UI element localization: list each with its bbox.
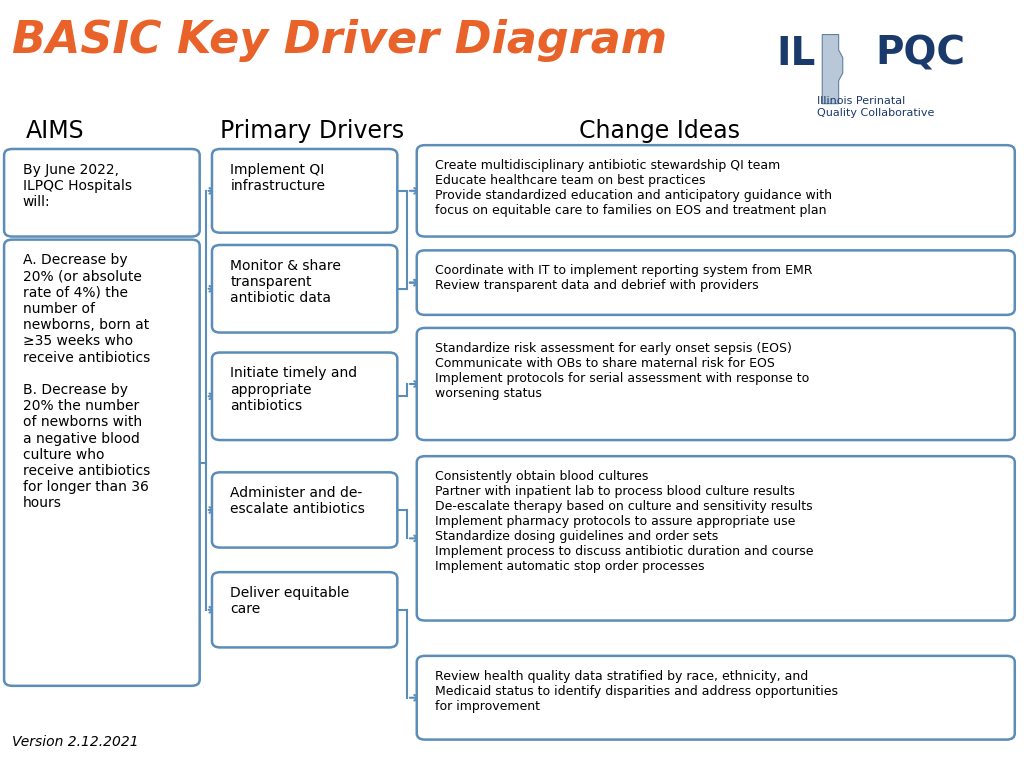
FancyBboxPatch shape (4, 149, 200, 237)
Text: Create multidisciplinary antibiotic stewardship QI team
Educate healthcare team : Create multidisciplinary antibiotic stew… (435, 159, 833, 217)
Text: By June 2022,
ILPQC Hospitals
will:: By June 2022, ILPQC Hospitals will: (23, 163, 131, 209)
Text: A. Decrease by
20% (or absolute
rate of 4%) the
number of
newborns, born at
≥35 : A. Decrease by 20% (or absolute rate of … (23, 253, 150, 511)
Text: Change Ideas: Change Ideas (579, 119, 739, 143)
Text: Illinois Perinatal
Quality Collaborative: Illinois Perinatal Quality Collaborative (817, 96, 935, 118)
Text: AIMS: AIMS (26, 119, 84, 143)
Text: BASIC Key Driver Diagram: BASIC Key Driver Diagram (12, 19, 668, 62)
Text: Deliver equitable
care: Deliver equitable care (230, 586, 349, 616)
Text: Coordinate with IT to implement reporting system from EMR
Review transparent dat: Coordinate with IT to implement reportin… (435, 264, 813, 292)
Text: Initiate timely and
appropriate
antibiotics: Initiate timely and appropriate antibiot… (230, 366, 357, 412)
Text: Consistently obtain blood cultures
Partner with inpatient lab to process blood c: Consistently obtain blood cultures Partn… (435, 470, 814, 573)
FancyBboxPatch shape (417, 145, 1015, 237)
Text: Monitor & share
transparent
antibiotic data: Monitor & share transparent antibiotic d… (230, 259, 341, 305)
FancyBboxPatch shape (212, 149, 397, 233)
Text: IL: IL (776, 35, 815, 72)
FancyBboxPatch shape (4, 240, 200, 686)
Text: Review health quality data stratified by race, ethnicity, and
Medicaid status to: Review health quality data stratified by… (435, 670, 839, 713)
Polygon shape (822, 35, 843, 104)
Text: Administer and de-
escalate antibiotics: Administer and de- escalate antibiotics (230, 486, 366, 516)
FancyBboxPatch shape (212, 353, 397, 440)
FancyBboxPatch shape (212, 572, 397, 647)
FancyBboxPatch shape (417, 656, 1015, 740)
FancyBboxPatch shape (417, 328, 1015, 440)
Text: PQC: PQC (876, 35, 966, 72)
Text: Version 2.12.2021: Version 2.12.2021 (12, 735, 139, 749)
FancyBboxPatch shape (212, 245, 397, 333)
FancyBboxPatch shape (212, 472, 397, 548)
FancyBboxPatch shape (417, 456, 1015, 621)
Text: Implement QI
infrastructure: Implement QI infrastructure (230, 163, 326, 193)
Text: Primary Drivers: Primary Drivers (220, 119, 404, 143)
FancyBboxPatch shape (417, 250, 1015, 315)
Text: Standardize risk assessment for early onset sepsis (EOS)
Communicate with OBs to: Standardize risk assessment for early on… (435, 342, 809, 400)
